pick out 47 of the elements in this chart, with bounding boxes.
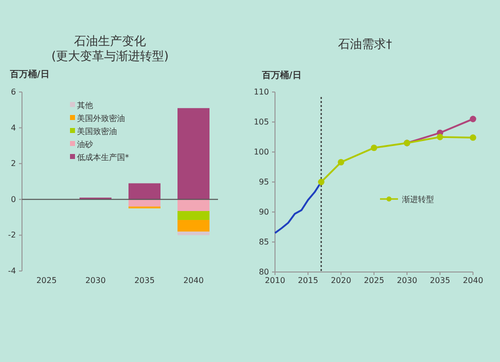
y-tick-label: 100 (254, 148, 269, 156)
x-tick-label: 2030 (85, 276, 106, 285)
legend-label: 渐进转型 (402, 195, 434, 204)
bar (178, 232, 210, 236)
bar (178, 220, 210, 232)
x-tick-label: 2040 (183, 276, 204, 285)
x-tick-label: 2010 (264, 276, 286, 285)
point (470, 134, 476, 141)
y-tick-label: 85 (258, 238, 269, 246)
bar (178, 108, 210, 200)
bar (128, 183, 160, 200)
x-tick-label: 2015 (298, 276, 318, 285)
legend-label: 美国致密油 (77, 127, 117, 136)
y-tick-label: 0 (10, 194, 16, 204)
x-tick-label: 2035 (134, 276, 155, 285)
bar (128, 199, 160, 207)
chart-title: 石油需求† (338, 37, 392, 51)
legend-label: 低成本生产国* (77, 153, 129, 162)
y-tick-label: 6 (10, 88, 16, 96)
bar (178, 211, 210, 220)
x-tick-label: 2025 (364, 276, 384, 285)
legend-label: 其他 (77, 101, 93, 110)
y-tick-label: 90 (258, 208, 269, 216)
y-axis-title: 百万桶/日 (9, 69, 50, 80)
chart-title: 石油生产变化 (更大变革与渐进转型) (51, 34, 169, 63)
y-tick-label: 95 (258, 178, 269, 186)
y-tick-label: 110 (254, 88, 269, 96)
y-tick-label: 2 (10, 159, 16, 168)
x-tick-label: 2020 (330, 276, 352, 285)
point (436, 134, 444, 140)
x-tick-label: 2035 (430, 276, 450, 285)
x-tick-label: 2030 (396, 276, 418, 285)
x-tick-label: 2040 (462, 276, 484, 285)
point (470, 116, 476, 122)
legend-label: 美国外致密油 (77, 114, 125, 123)
x-tick-label: 2025 (36, 276, 57, 285)
y-tick-label: -2 (8, 230, 16, 240)
bar (178, 199, 210, 212)
point (338, 159, 344, 166)
point (318, 178, 324, 186)
y-tick-label: -4 (8, 266, 16, 276)
y-axis-title: 百万桶/日 (261, 70, 302, 81)
y-tick-label: 80 (258, 268, 269, 276)
legend-label: 油砂 (77, 140, 93, 149)
point (370, 144, 378, 151)
y-tick-label: 4 (10, 123, 16, 132)
y-tick-label: 105 (254, 118, 269, 126)
